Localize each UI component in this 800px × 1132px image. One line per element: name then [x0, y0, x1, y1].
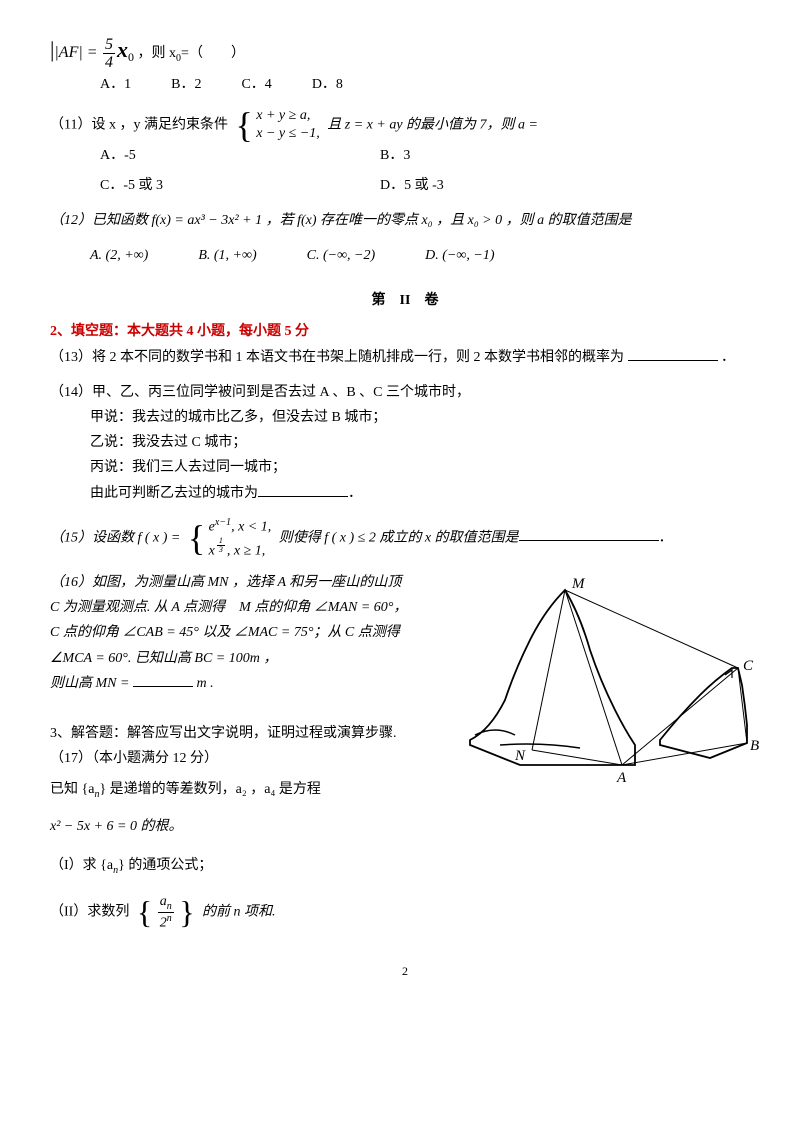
mountain-figure: M C N A B [460, 570, 760, 790]
section-ii-header: 第 II 卷 [50, 288, 760, 313]
section-3-title: 3、解答题：解答应写出文字说明，证明过程或演算步骤. [50, 721, 450, 746]
q16: （16）如图，为测量山高 MN ，选择 A 和另一座山的山顶 C 为测量观测点.… [50, 570, 760, 804]
opt-b: B．2 [171, 72, 201, 97]
page-number: 2 [50, 961, 760, 983]
q11-options: A．-5 B．3 C．-5 或 3 D．5 或 -3 [100, 143, 760, 197]
q10: ||AF| = 5 4 x0 ，则 x0=（ ） A．1 B．2 C．4 D．8 [50, 30, 760, 97]
blank [258, 482, 348, 497]
label-B: B [750, 738, 759, 754]
blank [133, 672, 193, 687]
opt-b: B．3 [380, 143, 580, 168]
af-text: |AF| = [54, 44, 97, 61]
opt-d: D. (−∞, −1) [425, 243, 494, 268]
opt-b: B. (1, +∞) [198, 243, 256, 268]
label-A: A [616, 770, 627, 786]
q12: （12）已知函数 f(x) = ax³ − 3x² + 1 ，若 f(x) 存在… [50, 208, 760, 268]
q13: （13）将 2 本不同的数学书和 1 本语文书在书架上随机排成一行，则 2 本数… [50, 345, 760, 370]
opt-d: D．8 [312, 72, 343, 97]
opt-a: A. (2, +∞) [90, 243, 148, 268]
q11: （11）设 x ，y 满足约束条件 { x + y ≥ a, x − y ≤ −… [50, 107, 760, 198]
seq-brace: { an 2n } [137, 894, 195, 931]
label-C: C [743, 658, 754, 674]
label-M: M [571, 576, 586, 592]
blank [628, 346, 718, 361]
constraint-brace: { x + y ≥ a, x − y ≤ −1, [235, 107, 319, 143]
q14: （14）甲、乙、丙三位同学被问到是否去过 A 、B 、C 三个城市时， 甲说：我… [50, 380, 760, 506]
q12-options: A. (2, +∞) B. (1, +∞) C. (−∞, −2) D. (−∞… [90, 243, 760, 268]
q10-options: A．1 B．2 C．4 D．8 [100, 72, 760, 97]
q15: （15）设函数 f ( x ) = { ex−1, x < 1, x13, x … [50, 516, 760, 560]
piecewise-brace: { ex−1, x < 1, x13, x ≥ 1, [188, 516, 271, 560]
blank [519, 526, 659, 541]
q17-body: x² − 5x + 6 = 0 的根。 （I）求 {an} 的通项公式； （II… [50, 814, 760, 931]
opt-d: D．5 或 -3 [380, 173, 580, 198]
opt-a: A．1 [100, 72, 131, 97]
opt-a: A．-5 [100, 143, 380, 168]
opt-c: C．4 [241, 72, 271, 97]
opt-c: C. (−∞, −2) [307, 243, 376, 268]
frac-5-4: 5 4 [103, 36, 115, 72]
label-N: N [514, 748, 526, 764]
q17-header: （17）（本小题满分 12 分） [50, 746, 450, 771]
q12-text: （12）已知函数 f(x) = ax³ − 3x² + 1 ，若 f(x) 存在… [50, 208, 760, 233]
opt-c: C．-5 或 3 [100, 173, 380, 198]
section-2-title: 2、填空题：本大题共 4 小题，每小题 5 分 [50, 319, 760, 344]
